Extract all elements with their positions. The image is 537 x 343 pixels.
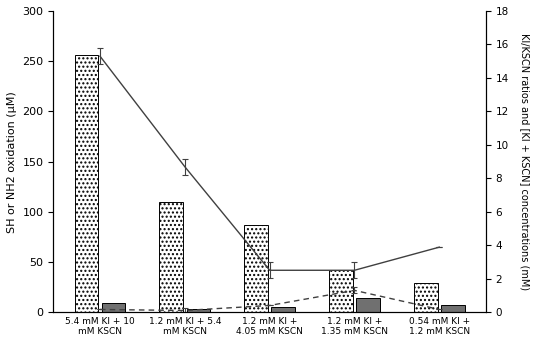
Bar — [186, 309, 211, 312]
Bar — [441, 305, 465, 312]
Bar — [356, 298, 380, 312]
Bar — [244, 225, 268, 312]
Bar — [75, 55, 98, 312]
Bar — [414, 283, 438, 312]
Bar — [159, 202, 183, 312]
Y-axis label: KI/KSCN ratios and [KI + KSCN] concentrations (mM): KI/KSCN ratios and [KI + KSCN] concentra… — [520, 33, 530, 290]
Y-axis label: SH or NH2 oxidation (μM): SH or NH2 oxidation (μM) — [7, 91, 17, 233]
Bar — [101, 304, 126, 312]
Bar — [329, 270, 353, 312]
Bar — [271, 307, 295, 312]
